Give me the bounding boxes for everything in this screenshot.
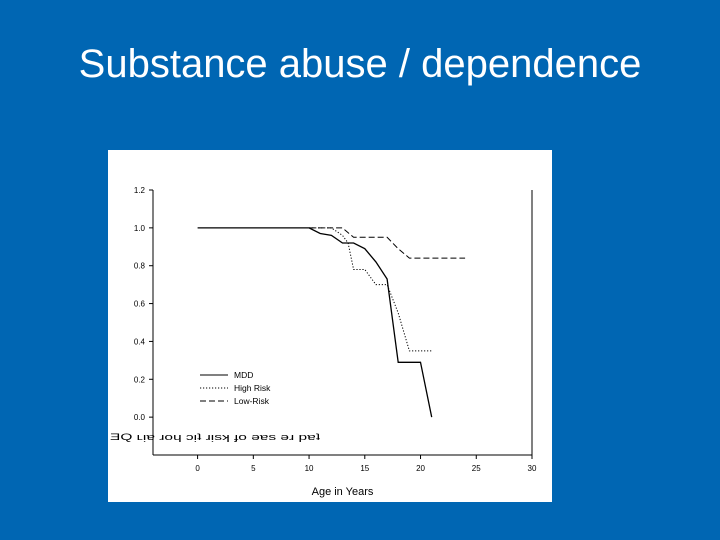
x-tick-label: 25: [472, 464, 481, 473]
y-tick-label: 0.2: [134, 375, 146, 384]
legend-label: Low-Risk: [234, 396, 270, 406]
chart-panel: 1.2 1.0 0.8 0.6 0.4 0.2 0.0 0 5 10 15 20 25 30 MDD Hig…: [108, 150, 552, 502]
y-axis-label: ƎQ ʟᴉɐ ɹoɥ ɔᴉʇ ɹᴉsʞ ɟo ǝɐs ǝɹ pɐʇ: [110, 432, 321, 442]
chart-axes: 1.2 1.0 0.8 0.6 0.4 0.2 0.0 0 5 10 15 20 25 30: [134, 186, 537, 473]
slide-title: Substance abuse / dependence: [78, 42, 642, 86]
y-tick-label: 1.2: [134, 186, 146, 195]
y-tick-label: 0.8: [134, 262, 146, 271]
chart-series: [197, 227, 466, 418]
x-axis-label: Age in Years: [312, 486, 374, 498]
series-line-mdd: [197, 227, 433, 418]
x-tick-label: 10: [305, 464, 314, 473]
x-tick-label: 0: [195, 464, 200, 473]
x-tick-label: 30: [528, 464, 537, 473]
legend-label: High Risk: [234, 383, 271, 393]
x-tick-label: 20: [416, 464, 425, 473]
y-tick-label: 1.0: [134, 224, 146, 233]
y-tick-label: 0.6: [134, 300, 146, 309]
survival-chart: 1.2 1.0 0.8 0.6 0.4 0.2 0.0 0 5 10 15 20 25 30 MDD Hig…: [110, 186, 537, 498]
y-tick-label: 0.4: [134, 337, 146, 346]
x-tick-label: 5: [251, 464, 256, 473]
chart-legend: MDD High Risk Low-Risk: [200, 370, 271, 406]
legend-label: MDD: [234, 370, 253, 380]
x-tick-label: 15: [360, 464, 369, 473]
series-line-low-risk: [309, 227, 466, 259]
y-tick-label: 0.0: [134, 413, 146, 422]
series-line-high-risk: [309, 227, 432, 352]
